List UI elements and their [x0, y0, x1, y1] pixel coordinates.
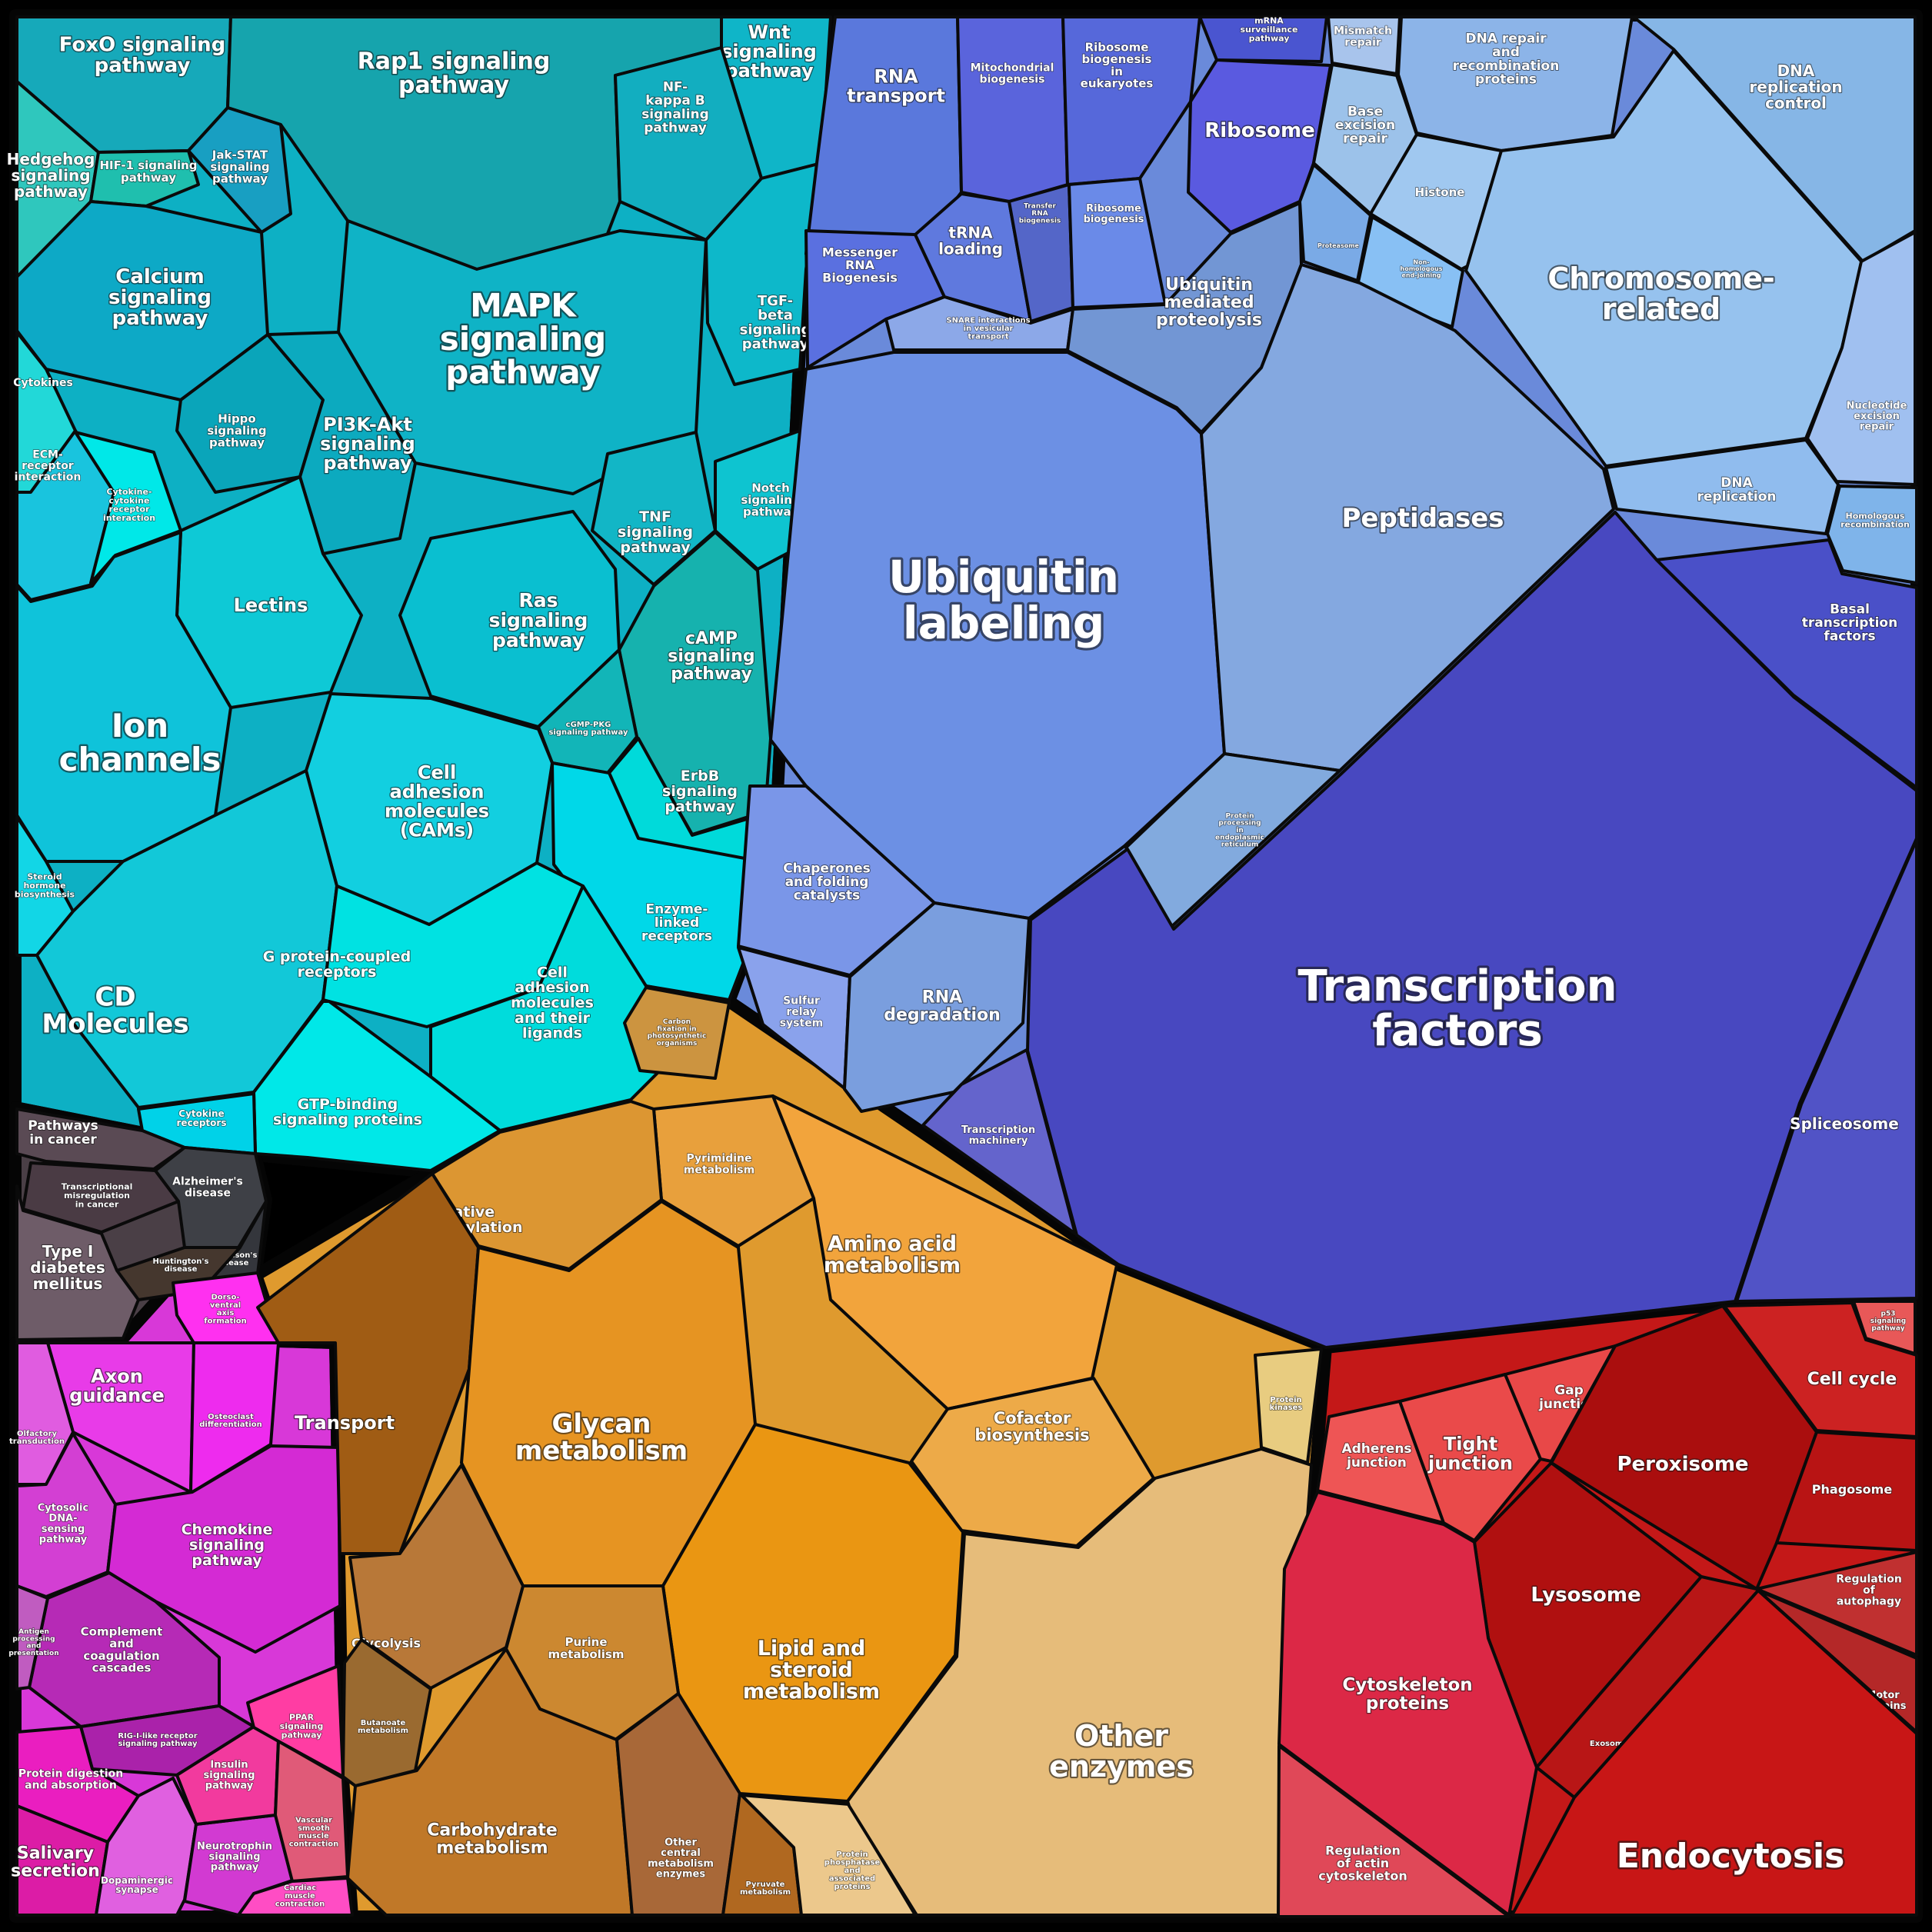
mrna-surveillance-pathway-cell[interactable]: [1198, 15, 1328, 63]
regulation-of-actin-cytoskeleton-cell[interactable]: [1277, 1744, 1511, 1918]
regulation-of-autophagy-cell[interactable]: [1755, 1551, 1918, 1657]
dna-repair-and-recombination-proteins-cell[interactable]: [1397, 15, 1634, 152]
vascular-smooth-muscle-contraction-cell[interactable]: [274, 1740, 349, 1883]
hif-1-signaling-pathway-cell[interactable]: [89, 149, 200, 208]
antigen-processing-and-presentation-cell[interactable]: [15, 1584, 49, 1690]
dna-replication-cell[interactable]: [1604, 438, 1840, 535]
ribosome-biogenesis-in-eukaryotes-cell[interactable]: [1061, 15, 1201, 186]
phagosome-cell[interactable]: [1775, 1431, 1918, 1552]
cytoskeleton-proteins-cell[interactable]: [1277, 1491, 1538, 1917]
other-enzymes-cell[interactable]: [846, 1447, 1313, 1917]
mitochondrial-biogenesis-cell[interactable]: [956, 15, 1069, 203]
cardiac-muscle-contraction-cell[interactable]: [237, 1877, 354, 1917]
complement-and-coagulation-cascades-cell[interactable]: [28, 1571, 221, 1728]
jak-stat-signaling-pathway-cell[interactable]: [187, 106, 292, 234]
tight-junction-cell[interactable]: [1398, 1373, 1542, 1542]
transcriptional-misregulation-in-cancer-cell[interactable]: [22, 1161, 180, 1234]
rna-degradation-cell[interactable]: [843, 901, 1031, 1113]
huntingtons-disease-cell[interactable]: [115, 1246, 242, 1301]
type-i-diabetes-mellitus-cell[interactable]: [15, 1184, 140, 1341]
ubiquitin-labeling-cell[interactable]: [769, 351, 1226, 920]
proteasome-cell[interactable]: [1298, 163, 1372, 282]
carbon-fixation-in-photosynthetic-organisms-cell[interactable]: [623, 986, 731, 1080]
nf-kappa-b-signaling-pathway-cell[interactable]: [614, 46, 763, 242]
endocytosis-cell[interactable]: [1511, 1589, 1918, 1917]
homologous-recombination-cell[interactable]: [1826, 485, 1918, 585]
spliceosome-cell[interactable]: [1735, 838, 1918, 1303]
p53-signaling-pathway-cell[interactable]: [1852, 1300, 1917, 1355]
pi3k-akt-signaling-pathway-cell[interactable]: [266, 331, 417, 555]
